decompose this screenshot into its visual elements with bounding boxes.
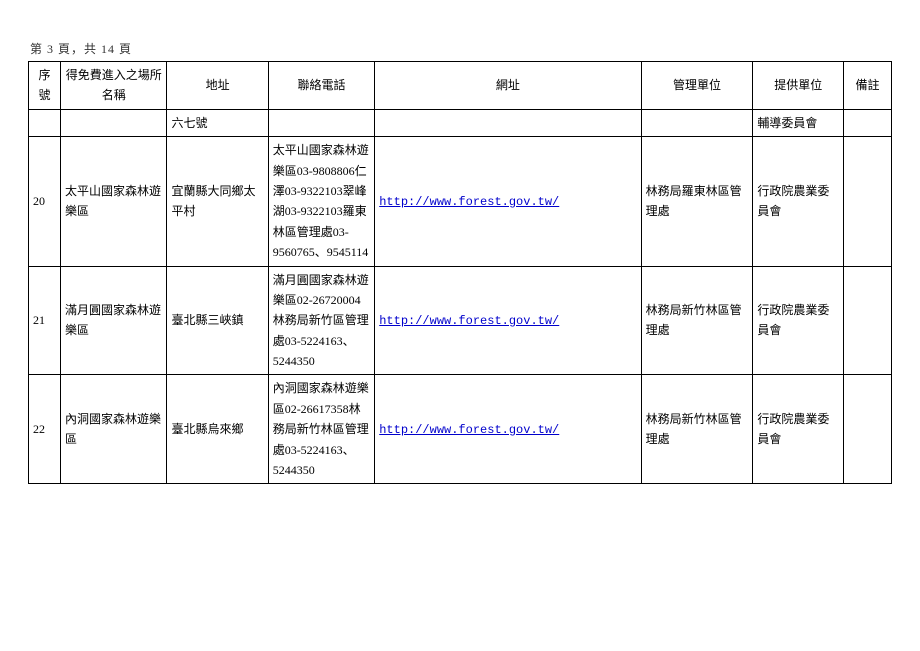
- table-header: 序號 得免費進入之場所名稱 地址 聯絡電話 網址 管理單位 提供單位 備註: [29, 62, 892, 110]
- col-header-prov: 提供單位: [753, 62, 844, 110]
- cell-phone: 內洞國家森林遊樂區02-26617358林務局新竹林區管理處03-5224163…: [268, 375, 375, 484]
- col-header-seq: 序號: [29, 62, 61, 110]
- cell-seq: [29, 109, 61, 136]
- table-body: 六七號 輔導委員會 20 太平山國家森林遊樂區 宜蘭縣大同鄉太平村 太平山國家森…: [29, 109, 892, 484]
- cell-addr: 六七號: [167, 109, 268, 136]
- col-header-mgmt: 管理單位: [641, 62, 753, 110]
- col-header-note: 備註: [843, 62, 891, 110]
- col-header-phone: 聯絡電話: [268, 62, 375, 110]
- cell-note: [843, 266, 891, 375]
- page-indicator: 第 3 頁，共 14 頁: [30, 40, 892, 57]
- col-header-url: 網址: [375, 62, 641, 110]
- cell-prov: 行政院農業委員會: [753, 375, 844, 484]
- website-link[interactable]: http://www.forest.gov.tw/: [379, 423, 559, 437]
- cell-url: [375, 109, 641, 136]
- cell-note: [843, 109, 891, 136]
- table-row: 20 太平山國家森林遊樂區 宜蘭縣大同鄉太平村 太平山國家森林遊樂區03-980…: [29, 137, 892, 266]
- col-header-name: 得免費進入之場所名稱: [60, 62, 167, 110]
- cell-seq: 20: [29, 137, 61, 266]
- cell-addr: 宜蘭縣大同鄉太平村: [167, 137, 268, 266]
- table-row-continuation: 六七號 輔導委員會: [29, 109, 892, 136]
- cell-prov: 行政院農業委員會: [753, 137, 844, 266]
- cell-phone: 滿月圓國家森林遊樂區02-26720004林務局新竹區管理處03-5224163…: [268, 266, 375, 375]
- cell-mgmt: 林務局新竹林區管理處: [641, 375, 753, 484]
- data-table: 序號 得免費進入之場所名稱 地址 聯絡電話 網址 管理單位 提供單位 備註 六七…: [28, 61, 892, 484]
- cell-note: [843, 375, 891, 484]
- table-row: 22 內洞國家森林遊樂區 臺北縣烏來鄉 內洞國家森林遊樂區02-26617358…: [29, 375, 892, 484]
- cell-url: http://www.forest.gov.tw/: [375, 266, 641, 375]
- cell-prov: 輔導委員會: [753, 109, 844, 136]
- table-row: 21 滿月圓國家森林遊樂區 臺北縣三峽鎮 滿月圓國家森林遊樂區02-267200…: [29, 266, 892, 375]
- cell-seq: 21: [29, 266, 61, 375]
- cell-mgmt: 林務局新竹林區管理處: [641, 266, 753, 375]
- cell-seq: 22: [29, 375, 61, 484]
- cell-name: 內洞國家森林遊樂區: [60, 375, 167, 484]
- cell-name: 滿月圓國家森林遊樂區: [60, 266, 167, 375]
- cell-prov: 行政院農業委員會: [753, 266, 844, 375]
- cell-phone: 太平山國家森林遊樂區03-9808806仁澤03-9322103翠峰湖03-93…: [268, 137, 375, 266]
- cell-addr: 臺北縣烏來鄉: [167, 375, 268, 484]
- cell-url: http://www.forest.gov.tw/: [375, 137, 641, 266]
- cell-name: 太平山國家森林遊樂區: [60, 137, 167, 266]
- cell-note: [843, 137, 891, 266]
- cell-name: [60, 109, 167, 136]
- col-header-addr: 地址: [167, 62, 268, 110]
- website-link[interactable]: http://www.forest.gov.tw/: [379, 314, 559, 328]
- cell-mgmt: [641, 109, 753, 136]
- cell-phone: [268, 109, 375, 136]
- cell-addr: 臺北縣三峽鎮: [167, 266, 268, 375]
- cell-mgmt: 林務局羅東林區管理處: [641, 137, 753, 266]
- document-page: 第 3 頁，共 14 頁 序號 得免費進入之場所名稱 地址 聯絡電話 網址 管理…: [0, 0, 920, 494]
- website-link[interactable]: http://www.forest.gov.tw/: [379, 195, 559, 209]
- cell-url: http://www.forest.gov.tw/: [375, 375, 641, 484]
